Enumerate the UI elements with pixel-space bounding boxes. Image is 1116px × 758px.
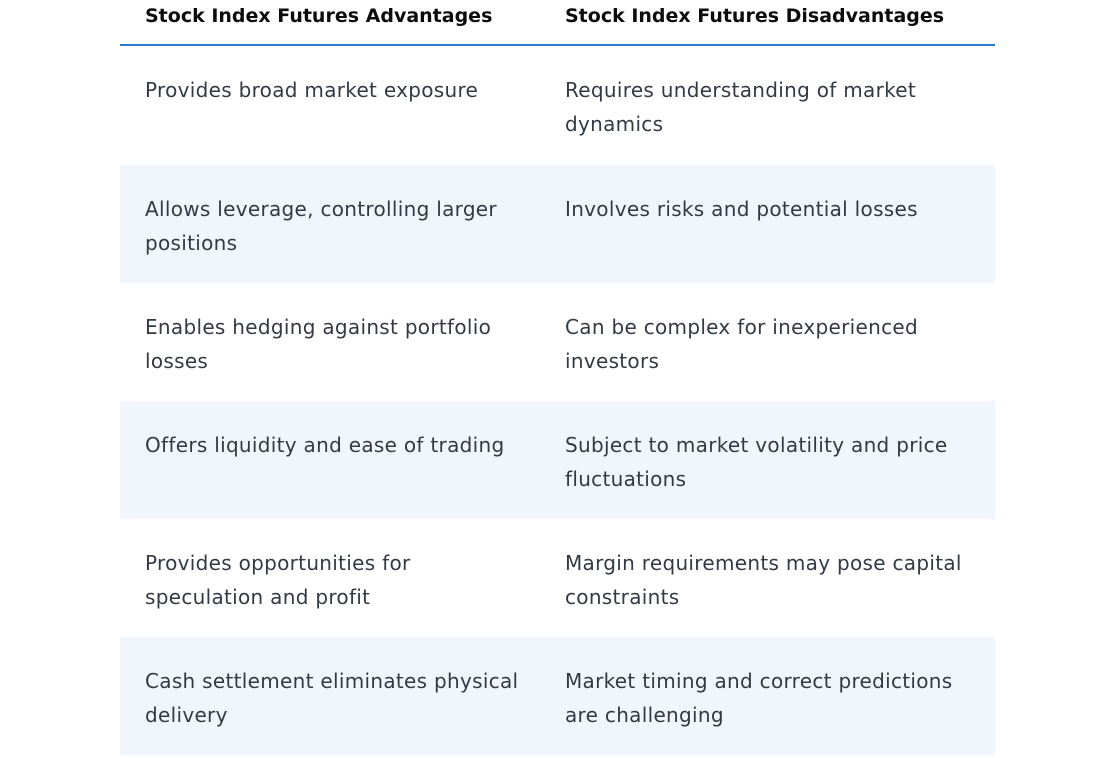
advantage-cell: Provides broad market exposure: [145, 78, 479, 102]
advantage-cell: Offers liquidity and ease of trading: [145, 433, 505, 457]
disadvantage-cell: Margin requirements may pose capital con…: [565, 551, 962, 609]
comparison-table: Stock Index Futures Advantages Stock Ind…: [120, 0, 995, 755]
table-header-row: Stock Index Futures Advantages Stock Ind…: [120, 0, 995, 46]
table-row: Offers liquidity and ease of trading Sub…: [120, 401, 995, 519]
header-disadvantages: Stock Index Futures Disadvantages: [565, 5, 945, 27]
advantage-cell: Allows leverage, controlling larger posi…: [145, 197, 497, 255]
disadvantage-cell: Subject to market volatility and price f…: [565, 433, 948, 491]
disadvantage-cell: Involves risks and potential losses: [565, 197, 918, 221]
disadvantage-cell: Market timing and correct predictions ar…: [565, 669, 953, 727]
header-advantages: Stock Index Futures Advantages: [145, 5, 493, 27]
table-row: Allows leverage, controlling larger posi…: [120, 165, 995, 283]
disadvantage-cell: Requires understanding of market dynamic…: [565, 78, 917, 136]
advantage-cell: Cash settlement eliminates physical deli…: [145, 669, 519, 727]
table-row: Provides opportunities for speculation a…: [120, 519, 995, 637]
table-row: Cash settlement eliminates physical deli…: [120, 637, 995, 755]
table-row: Provides broad market exposure Requires …: [120, 46, 995, 165]
disadvantage-cell: Can be complex for inexperienced investo…: [565, 315, 918, 373]
table-row: Enables hedging against portfolio losses…: [120, 283, 995, 401]
advantage-cell: Enables hedging against portfolio losses: [145, 315, 492, 373]
advantage-cell: Provides opportunities for speculation a…: [145, 551, 411, 609]
